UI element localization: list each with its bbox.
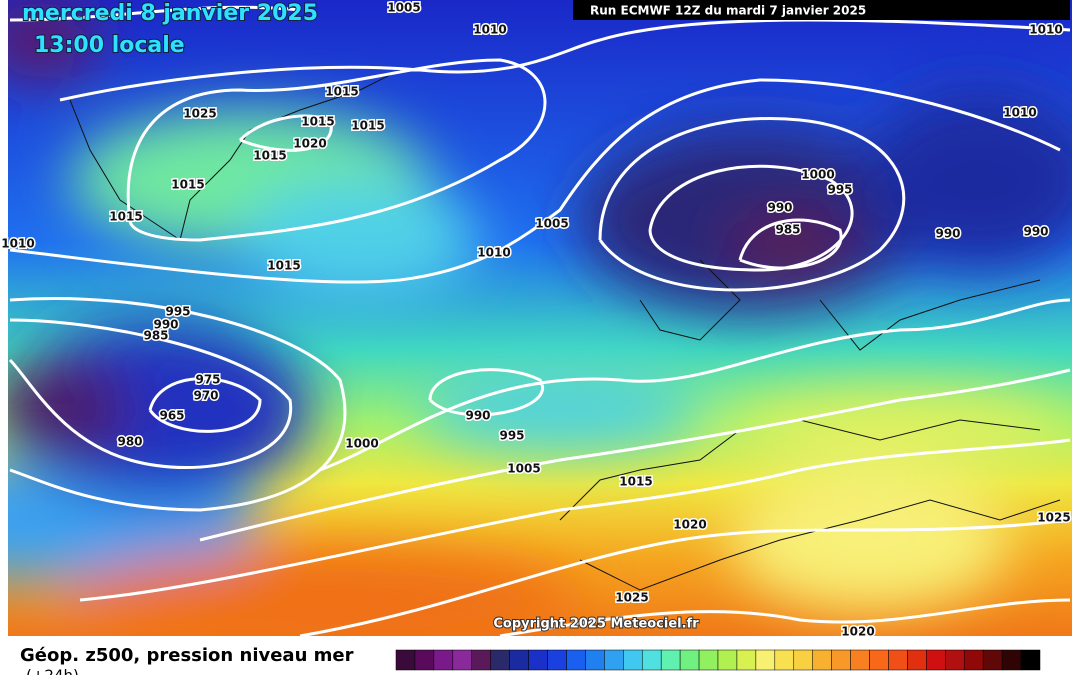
color-swatch <box>869 649 889 671</box>
isobar-label: 1010 <box>1029 23 1062 37</box>
legend-lead: (+24h) <box>26 667 79 675</box>
isobar-labels: 1005 1010 1010 1025 1015 1015 1015 1020 1015 1015… <box>0 0 1072 640</box>
color-swatch <box>528 649 548 671</box>
isobar-label: 990 <box>465 409 490 423</box>
isobar-label: 975 <box>195 373 220 387</box>
isobar-label: 995 <box>827 183 852 197</box>
isobar-label: 1020 <box>293 137 326 151</box>
isobar-label: 1005 <box>387 1 420 15</box>
color-swatch <box>812 649 832 671</box>
color-swatch <box>698 649 719 671</box>
color-swatch <box>945 649 965 671</box>
color-swatch <box>736 649 757 671</box>
isobar-label: 1015 <box>325 85 358 99</box>
color-swatch <box>452 649 473 671</box>
isobar-label: 990 <box>767 201 792 215</box>
isobar-label: 995 <box>165 305 190 319</box>
isobar-label: 980 <box>117 435 142 449</box>
isobar-label: 990 <box>153 318 178 332</box>
color-swatch <box>471 649 491 671</box>
isobar-label: 1010 <box>1003 106 1036 120</box>
color-swatch <box>1001 649 1022 671</box>
color-swatch <box>547 649 567 671</box>
color-swatch <box>831 649 851 671</box>
color-swatch <box>1020 649 1041 671</box>
color-swatch <box>566 649 586 671</box>
color-swatch <box>774 649 795 671</box>
isobar-label: 1010 <box>1 237 34 251</box>
isobar-label: 990 <box>935 227 960 241</box>
isobar-label: 1015 <box>109 210 142 224</box>
color-swatch <box>679 649 700 671</box>
isobar-label: 1025 <box>183 107 216 121</box>
legend-title: Géop. z500, pression niveau mer <box>20 645 354 666</box>
isobar-label: 990 <box>1023 225 1048 239</box>
copyright: Copyright 2025 Meteociel.fr <box>493 617 699 632</box>
map-field <box>8 0 1072 636</box>
color-swatch <box>963 649 984 671</box>
color-swatch <box>660 649 681 671</box>
isobar-label: 985 <box>143 329 168 343</box>
isobar-label: 1015 <box>171 178 204 192</box>
isobar-label: 1015 <box>301 115 334 129</box>
isobar-label: 1025 <box>615 591 648 605</box>
isobar-label: 965 <box>159 409 184 423</box>
isobar-label: 1010 <box>477 246 510 260</box>
color-swatch <box>641 649 662 671</box>
isobar-label: 1000 <box>345 437 378 451</box>
color-swatch <box>755 649 776 671</box>
color-scale <box>395 649 1041 671</box>
isobar-label: 1010 <box>473 23 506 37</box>
run-info: Run ECMWF 12Z du mardi 7 janvier 2025 <box>590 4 866 18</box>
isobar-label: 1020 <box>673 518 706 532</box>
isobar-label: 985 <box>775 223 800 237</box>
map-time: 13:00 locale <box>34 33 185 58</box>
color-swatch <box>490 649 510 671</box>
color-swatch <box>395 649 416 671</box>
color-swatch <box>717 649 738 671</box>
isobar-label: 1015 <box>619 475 652 489</box>
isobar-label: 1020 <box>841 625 874 639</box>
isobar-label: 1015 <box>351 119 384 133</box>
color-swatch <box>926 649 946 671</box>
color-swatch <box>585 649 605 671</box>
isobar-label: 1015 <box>267 259 300 273</box>
isobar-label: 995 <box>499 429 524 443</box>
color-swatch <box>888 649 908 671</box>
color-swatch <box>604 649 624 671</box>
color-swatch <box>850 649 870 671</box>
color-swatch <box>414 649 435 671</box>
isobar-label: 1025 <box>1037 511 1070 525</box>
color-swatch <box>982 649 1003 671</box>
color-swatch <box>907 649 927 671</box>
run-banner <box>573 0 1070 20</box>
color-swatch <box>793 649 813 671</box>
color-swatch <box>623 649 643 671</box>
color-swatch <box>509 649 529 671</box>
color-swatch <box>433 649 454 671</box>
isobar-label: 1005 <box>507 462 540 476</box>
isobar-label: 1000 <box>801 168 834 182</box>
map-title: mercredi 8 janvier 2025 <box>22 1 318 26</box>
isobar-label: 1005 <box>535 217 568 231</box>
isobar-label: 970 <box>193 389 218 403</box>
isobar-label: 1015 <box>253 149 286 163</box>
